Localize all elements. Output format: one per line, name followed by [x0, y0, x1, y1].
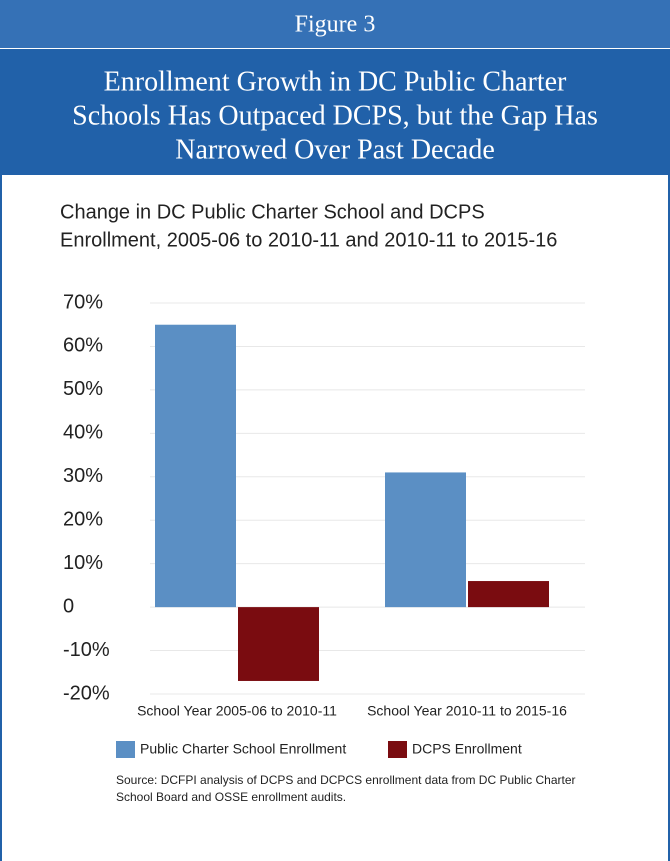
legend-label: Public Charter School Enrollment	[140, 741, 346, 757]
bar	[238, 607, 319, 681]
title-band	[0, 49, 670, 175]
y-tick-label: 60%	[63, 335, 103, 357]
y-tick-label: 70%	[63, 291, 103, 313]
y-tick-label: 10%	[63, 552, 103, 574]
legend-label: DCPS Enrollment	[412, 741, 522, 757]
bar	[385, 472, 466, 608]
legend-swatch	[116, 741, 135, 758]
y-tick-label: 20%	[63, 509, 103, 531]
y-tick-label: -20%	[63, 682, 110, 704]
bar	[155, 324, 236, 608]
note-line: Source: DCFPI analysis of DCPS and DCPCS…	[116, 773, 576, 787]
bar	[468, 581, 549, 608]
chart-title-line: Enrollment, 2005-06 to 2010-11 and 2010-…	[60, 229, 557, 251]
title-line: Schools Has Outpaced DCPS, but the Gap H…	[72, 100, 598, 131]
x-tick-label: School Year 2010-11 to 2015-16	[367, 703, 567, 719]
y-tick-label: 50%	[63, 378, 103, 400]
legend-swatch	[388, 741, 407, 758]
figure-label: Figure 3	[295, 12, 376, 38]
title-line: Enrollment Growth in DC Public Charter	[104, 66, 567, 97]
y-tick-label: 0	[63, 595, 74, 617]
chart-title-line: Change in DC Public Charter School and D…	[60, 201, 485, 223]
y-tick-label: 30%	[63, 465, 103, 487]
x-tick-label: School Year 2005-06 to 2010-11	[137, 703, 337, 719]
title-line: Narrowed Over Past Decade	[175, 134, 495, 165]
y-tick-label: 40%	[63, 422, 103, 444]
note-line: School Board and OSSE enrollment audits.	[116, 790, 346, 804]
header-band	[0, 0, 670, 48]
y-tick-label: -10%	[63, 639, 110, 661]
